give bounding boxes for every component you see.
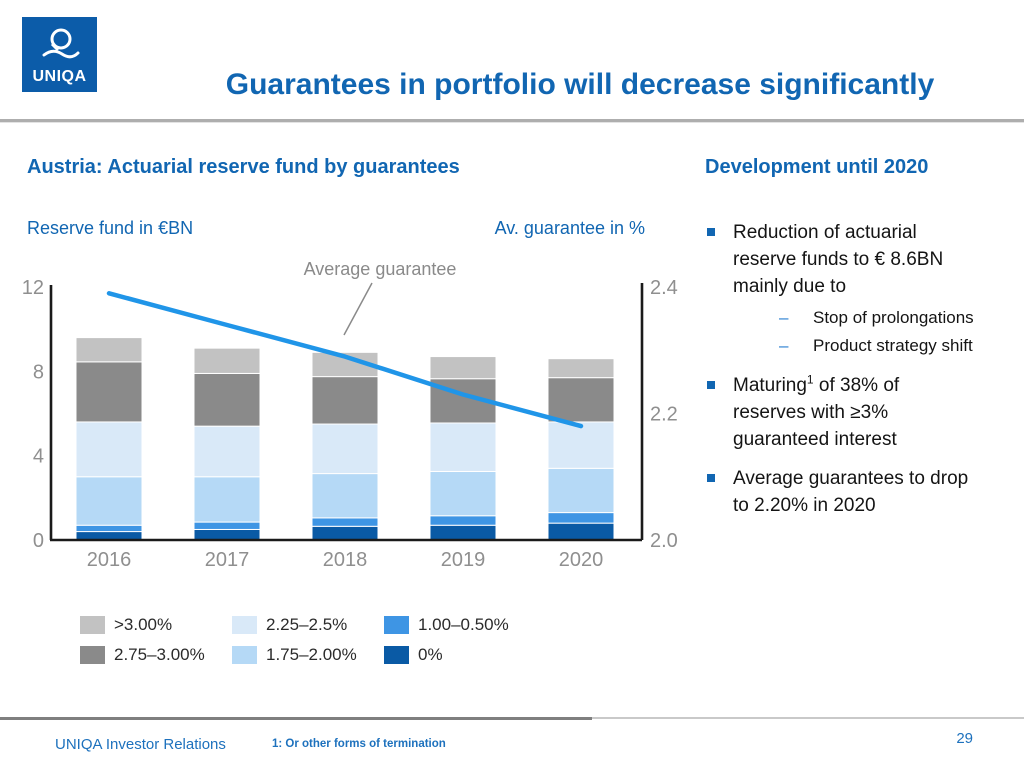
bar-segment-2018-0% [311,525,379,541]
legend-swatch-100-050 [384,616,409,634]
chart-svg: 2016 2017 2018 2019 2020 0 4 8 12 2.0 2.2 2.4 Averag… [22,259,678,571]
bar-segment-2017-1.75–2.00% [193,476,261,523]
bar-segment-2020-2.75–3.00% [547,377,615,423]
bullet-text: Average guarantees to drop to 2.20% in 2… [733,468,969,516]
bar-segment-2016-1.00–0.50% [75,524,143,533]
bullet-square-icon [707,474,715,482]
bar-segment-2020-1.00–0.50% [547,512,615,524]
sub-bullet-prolongations: – Stop of prolongations [733,304,977,332]
left-tick-label: 12 [22,277,44,299]
page-title: Guarantees in portfolio will decrease si… [225,68,935,101]
sub-bullet-text: Stop of prolongations [813,308,974,327]
page-number: 29 [956,730,973,747]
line-annotation: Average guarantee [304,259,457,279]
bullet-maturing: Maturing1 of 38% of reserves with ≥3% gu… [705,372,977,453]
bullet-text-pre: Maturing [733,375,807,396]
bullet-average-guarantee: Average guarantees to drop to 2.20% in 2… [705,465,977,519]
bar-segment-2020-1.75–2.00% [547,467,615,514]
x-tick-label: 2016 [87,549,132,571]
bar-segment-2019-0% [429,524,497,541]
bar-segment-2016-2.25–2.5% [75,421,143,478]
bar-segment-2020->3.00% [547,358,615,379]
left-tick-label: 0 [33,530,44,552]
bar-segment-2019-1.75–2.00% [429,470,497,517]
legend-label: 1.00–0.50% [418,615,509,634]
chart-legend: >3.00% 2.75–3.00% 2.25–2.5% 1.75–2.00% 1… [80,610,509,670]
uniqa-logo-glyph [42,28,79,59]
development-panel: Development until 2020 Reduction of actu… [705,156,1005,531]
x-tick-label: 2019 [441,549,486,571]
dash-icon: – [779,308,789,327]
legend-swatch-0 [384,646,409,664]
annotation-callout-line [343,282,373,336]
right-tick-label: 2.2 [650,404,678,426]
legend-swatch-175-200 [232,646,257,664]
footnote-marker: 1 [806,372,814,387]
development-heading: Development until 2020 [705,156,929,178]
right-axis-title: Av. guarantee in % [494,218,645,238]
sub-bullet-text: Product strategy shift [813,336,973,355]
bullet-square-icon [707,381,715,389]
bar-segment-2019->3.00% [429,356,497,380]
bar-segment-2020-2.25–2.5% [547,421,615,469]
legend-item: >3.00% [80,610,232,640]
logo-text: UNIQA [32,68,87,85]
legend-item: 1.00–0.50% [384,610,509,640]
bullet-reduction: Reduction of actuarial reserve funds to … [705,219,977,360]
legend-label: 2.25–2.5% [266,615,348,634]
bar-segment-2017->3.00% [193,347,261,374]
legend-swatch-225-25 [232,616,257,634]
bar-segment-2018-1.75–2.00% [311,473,379,519]
footer-divider-light [592,717,1024,719]
left-tick-label: 4 [33,446,44,468]
bar-segment-2016-1.75–2.00% [75,476,143,526]
dash-icon: – [779,336,789,355]
right-tick-label: 2.0 [650,530,678,552]
chart-section-heading: Austria: Actuarial reserve fund by guara… [27,156,460,178]
bar-segment-2017-2.25–2.5% [193,425,261,478]
legend-label: >3.00% [114,615,173,634]
average-guarantee-line [106,291,584,429]
bullet-square-icon [707,228,715,236]
bar-segment-2016->3.00% [75,337,143,363]
legend-item: 1.75–2.00% [232,640,384,670]
bar-segment-2018-2.25–2.5% [311,423,379,475]
legend-item: 2.75–3.00% [80,640,232,670]
bar-segment-2019-1.00–0.50% [429,515,497,526]
legend-item: 0% [384,640,509,670]
right-tick-label: 2.4 [650,277,678,299]
header-divider [0,119,1024,123]
bar-segment-2018-2.75–3.00% [311,376,379,425]
legend-label: 0% [418,645,443,664]
legend-item: 2.25–2.5% [232,610,384,640]
sub-bullet-strategy: – Product strategy shift [733,332,977,360]
bar-segment-2019-2.25–2.5% [429,422,497,472]
footer-divider-dark [0,717,592,720]
legend-swatch-gt300 [80,616,105,634]
x-tick-label: 2020 [559,549,604,571]
footer-brand-text: UNIQA Investor Relations [55,736,226,753]
bar-segment-2018-1.00–0.50% [311,517,379,527]
legend-swatch-275-300 [80,646,105,664]
bar-segment-2020-0% [547,522,615,541]
bullet-text: Reduction of actuarial reserve funds to … [733,222,944,297]
bar-segment-2017-2.75–3.00% [193,372,261,427]
uniqa-logo: UNIQA [22,17,97,92]
left-tick-label: 8 [33,361,44,383]
legend-label: 2.75–3.00% [114,645,205,664]
legend-label: 1.75–2.00% [266,645,357,664]
sub-bullet-list: – Stop of prolongations – Product strate… [733,304,977,360]
guarantee-chart: 2016 2017 2018 2019 2020 0 4 8 12 2.0 2.2 2.4 Averag… [18,248,678,588]
bar-segment-2016-2.75–3.00% [75,361,143,423]
bar-segment-2017-1.00–0.50% [193,521,261,530]
x-tick-label: 2017 [205,549,250,571]
x-tick-label: 2018 [323,549,368,571]
bullet-text-post: of 38% of reserves with ≥3% guaranteed i… [733,375,900,450]
left-axis-title: Reserve fund in €BN [27,218,194,238]
bar-segment-2017-0% [193,528,261,541]
footnote-text: 1: Or other forms of termination [272,738,446,750]
